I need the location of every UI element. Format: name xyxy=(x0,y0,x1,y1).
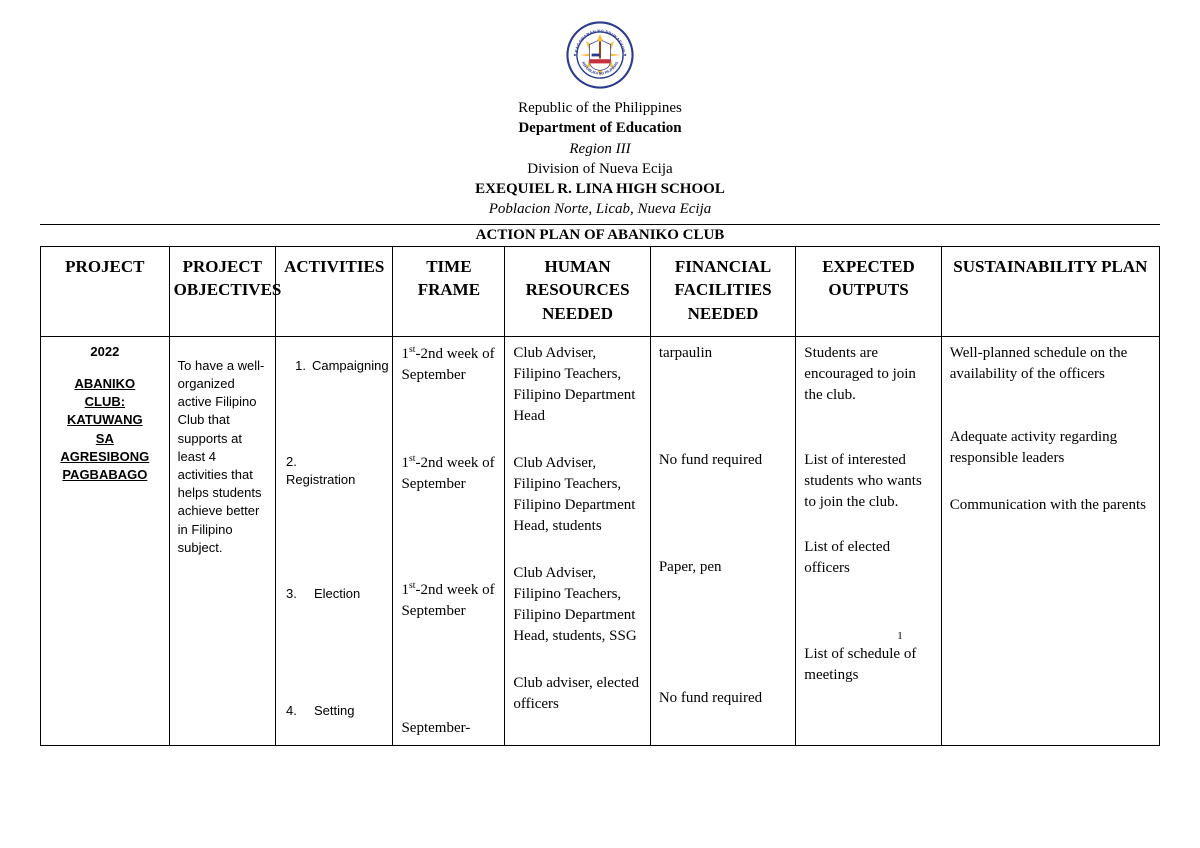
project-name-l1: ABANIKO xyxy=(49,375,161,393)
activity-4: 4. Setting xyxy=(284,702,384,720)
cell-activities: 1. Campaigning 2. Registration 3. Electi… xyxy=(275,336,392,745)
cell-out: Students are encouraged to join the club… xyxy=(796,336,941,745)
project-name-l5: AGRESIBONG xyxy=(49,448,161,466)
out-1: Students are encouraged to join the club… xyxy=(804,343,932,406)
fin-1: tarpaulin xyxy=(659,343,787,364)
sus-3: Communication with the parents xyxy=(950,495,1151,516)
time-1: 1st-2nd week of September xyxy=(401,343,496,386)
fin-4: No fund required xyxy=(659,688,787,709)
out-2: List of interested students who wants to… xyxy=(804,450,932,513)
cell-sus: Well-planned schedule on the availabilit… xyxy=(941,336,1159,745)
cell-hr: Club Adviser, Filipino Teachers, Filipin… xyxy=(505,336,650,745)
project-name-l4: SA xyxy=(49,430,161,448)
cell-project: 2022 ABANIKO CLUB: KATUWANG SA AGRESIBON… xyxy=(41,336,170,745)
cell-time: 1st-2nd week of September 1st-2nd week o… xyxy=(393,336,505,745)
action-plan-table: PROJECT PROJECT OBJECTIVES ACTIVITIES TI… xyxy=(40,246,1160,746)
activity-2: 2. xyxy=(284,453,384,471)
objectives-text: To have a well-organized active Filipino… xyxy=(178,357,267,557)
table-header-row: PROJECT PROJECT OBJECTIVES ACTIVITIES TI… xyxy=(41,246,1160,336)
header-line-region: Region III xyxy=(40,139,1160,159)
th-activities: ACTIVITIES xyxy=(275,246,392,336)
activity-3: 3. Election xyxy=(284,585,384,603)
project-name-l3: KATUWANG xyxy=(49,411,161,429)
time-4: September- xyxy=(401,718,496,739)
fin-2: No fund required xyxy=(659,450,787,471)
document-header: Republic of the Philippines Department o… xyxy=(40,98,1160,220)
th-out: EXPECTED OUTPUTS xyxy=(796,246,941,336)
header-line-school: EXEQUIEL R. LINA HIGH SCHOOL xyxy=(40,179,1160,199)
header-line-division: Division of Nueva Ecija xyxy=(40,159,1160,179)
sus-1: Well-planned schedule on the availabilit… xyxy=(950,343,1151,385)
th-objectives: PROJECT OBJECTIVES xyxy=(169,246,275,336)
project-name-l2: CLUB: xyxy=(49,393,161,411)
th-hr: HUMAN RESOURCES NEEDED xyxy=(505,246,650,336)
activity-1: 1. Campaigning xyxy=(284,357,384,375)
out-4: List of schedule of meetings xyxy=(804,644,932,686)
sus-2: Adequate activity regarding responsible … xyxy=(950,427,1151,469)
time-3: 1st-2nd week of September xyxy=(401,579,496,622)
project-year: 2022 xyxy=(49,343,161,361)
header-line-republic: Republic of the Philippines xyxy=(40,98,1160,118)
hr-3: Club Adviser, Filipino Teachers, Filipin… xyxy=(513,563,641,647)
th-time: TIME FRAME xyxy=(393,246,505,336)
out-3: List of elected officers xyxy=(804,537,932,579)
plan-title: ACTION PLAN OF ABANIKO CLUB xyxy=(40,227,1160,244)
hr-1: Club Adviser, Filipino Teachers, Filipin… xyxy=(513,343,641,427)
th-sus: SUSTAINABILITY PLAN xyxy=(941,246,1159,336)
cell-objectives: To have a well-organized active Filipino… xyxy=(169,336,275,745)
hr-2: Club Adviser, Filipino Teachers, Filipin… xyxy=(513,453,641,537)
th-fin: FINANCIAL FACILITIES NEEDED xyxy=(650,246,795,336)
time-2: 1st-2nd week of September xyxy=(401,452,496,495)
fin-3: Paper, pen xyxy=(659,557,787,578)
header-line-address: Poblacion Norte, Licab, Nueva Ecija xyxy=(40,199,1160,219)
header-divider xyxy=(40,224,1160,225)
header-line-department: Department of Education xyxy=(40,118,1160,138)
project-name-l6: PAGBABAGO xyxy=(49,466,161,484)
table-row: 2022 ABANIKO CLUB: KATUWANG SA AGRESIBON… xyxy=(41,336,1160,745)
footnote-marker: 1 xyxy=(804,629,932,644)
deped-logo: KAGAWARAN NG EDUKASYON REPUBLIKA NG PILI… xyxy=(40,20,1160,90)
th-project: PROJECT xyxy=(41,246,170,336)
hr-4: Club adviser, elected officers xyxy=(513,673,641,715)
cell-fin: tarpaulin No fund required Paper, pen No… xyxy=(650,336,795,745)
